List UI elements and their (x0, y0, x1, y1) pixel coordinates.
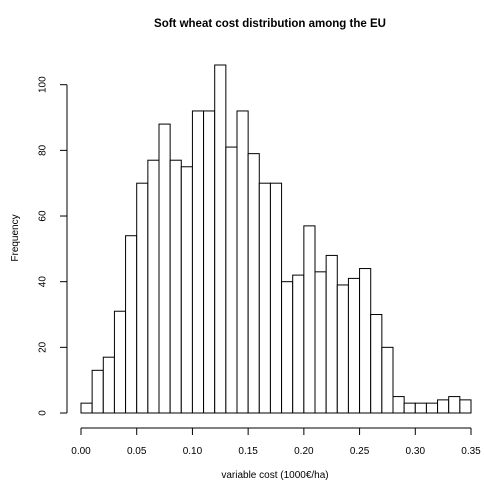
x-axis-label: variable cost (1000€/ha) (221, 470, 328, 481)
histogram-bar-18 (281, 281, 294, 414)
histogram-bar-6 (147, 159, 160, 414)
y-tick-label-3: 60 (38, 210, 49, 222)
bars-group (80, 64, 472, 414)
histogram-bar-15 (247, 153, 260, 414)
histogram-bar-34 (459, 399, 472, 414)
histogram-bar-2 (102, 356, 115, 414)
histogram-bar-20 (303, 225, 316, 414)
histogram-bar-5 (136, 182, 149, 414)
histogram-bar-17 (269, 182, 283, 414)
y-axis-label: Frequency (10, 214, 21, 261)
histogram-bar-21 (314, 271, 327, 414)
histogram-bar-22 (325, 254, 338, 414)
histogram-bar-31 (425, 402, 439, 414)
histogram-bar-13 (225, 146, 238, 414)
x-tick-label-5: 0.25 (350, 446, 370, 457)
y-tick-label-1: 20 (38, 341, 49, 353)
histogram-bar-19 (292, 274, 305, 414)
histogram-bar-30 (414, 402, 427, 414)
x-tick-label-2: 0.10 (183, 446, 203, 457)
y-tick-label-4: 80 (38, 144, 49, 156)
histogram-bar-32 (437, 399, 450, 414)
x-tick-label-6: 0.30 (406, 446, 426, 457)
histogram-bar-10 (191, 110, 205, 414)
histogram-bar-33 (448, 396, 461, 414)
histogram-bar-23 (336, 284, 349, 414)
histogram-bar-0 (80, 402, 93, 414)
x-tick-label-7: 0.35 (461, 446, 481, 457)
y-tick-label-0: 0 (38, 410, 49, 416)
histogram-bar-8 (169, 159, 182, 414)
y-axis: 0 20 40 60 80 100 (38, 76, 68, 416)
histogram-bar-14 (236, 110, 249, 414)
chart-title: Soft wheat cost distribution among the E… (154, 18, 386, 30)
histogram-bar-24 (347, 277, 361, 414)
histogram-bar-26 (370, 314, 383, 414)
histogram-bar-11 (203, 110, 216, 414)
x-axis: 0.00 0.05 0.10 0.15 0.20 0.25 0.30 0.35 (71, 427, 481, 457)
x-tick-label-4: 0.20 (294, 446, 314, 457)
histogram-bar-7 (158, 123, 171, 414)
histogram-bar-1 (91, 369, 104, 414)
y-tick-label-5: 100 (38, 76, 49, 93)
histogram-bar-29 (403, 402, 416, 414)
x-tick-label-0: 0.00 (71, 446, 91, 457)
histogram-bar-9 (180, 166, 193, 414)
histogram-bar-4 (125, 235, 138, 414)
histogram-bar-12 (214, 64, 227, 414)
histogram-bar-28 (392, 396, 405, 414)
histogram-bar-27 (381, 346, 394, 414)
y-tick-label-2: 40 (38, 276, 49, 288)
histogram-bar-16 (258, 182, 271, 414)
x-tick-label-3: 0.15 (238, 446, 258, 457)
x-tick-label-1: 0.05 (127, 446, 147, 457)
histogram-bar-3 (113, 310, 127, 414)
histogram-bar-25 (359, 268, 372, 414)
